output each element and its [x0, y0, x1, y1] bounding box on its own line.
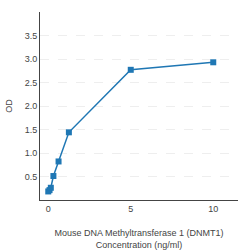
svg-text:Mouse DNA Methyltransferase 1: Mouse DNA Methyltransferase 1 (DNMT1)Con… — [54, 228, 223, 250]
svg-text:1.5: 1.5 — [25, 125, 38, 135]
svg-text:3.0: 3.0 — [25, 54, 38, 64]
svg-text:5: 5 — [128, 204, 133, 214]
svg-text:0.5: 0.5 — [25, 172, 38, 182]
svg-text:10: 10 — [208, 204, 218, 214]
svg-text:0: 0 — [46, 204, 51, 214]
svg-text:2.5: 2.5 — [25, 78, 38, 88]
svg-text:2.0: 2.0 — [25, 101, 38, 111]
svg-text:3.5: 3.5 — [25, 31, 38, 41]
svg-text:1.0: 1.0 — [25, 148, 38, 158]
svg-text:OD: OD — [4, 99, 14, 113]
